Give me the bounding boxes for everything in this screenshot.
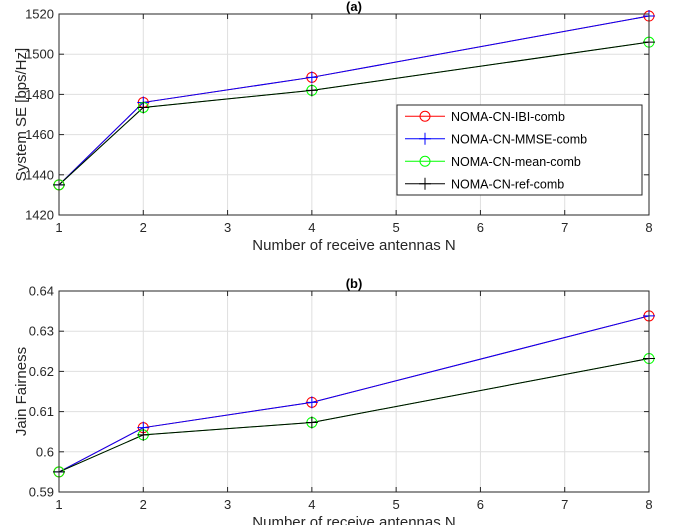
data-point bbox=[305, 84, 318, 97]
y-tick-label: 0.64 bbox=[29, 284, 54, 299]
legend-marker bbox=[419, 155, 431, 167]
x-tick-label: 6 bbox=[477, 220, 484, 235]
y-axis-label: Jain Fairness bbox=[13, 347, 30, 436]
y-tick-label: 0.6 bbox=[36, 444, 54, 459]
y-tick-label: 1480 bbox=[25, 87, 54, 102]
legend-label: NOMA-CN-IBI-comb bbox=[451, 110, 565, 124]
y-tick-label: 0.63 bbox=[29, 324, 54, 339]
x-tick-label: 5 bbox=[393, 497, 400, 512]
legend-marker bbox=[419, 132, 431, 145]
y-axis-label: System SE [bps/Hz] bbox=[13, 48, 30, 181]
series-line-1 bbox=[58, 315, 650, 473]
x-tick-label: 2 bbox=[140, 497, 147, 512]
x-tick-label: 2 bbox=[140, 220, 147, 235]
x-tick-label: 4 bbox=[308, 220, 315, 235]
data-point bbox=[137, 428, 150, 441]
data-point bbox=[305, 396, 318, 409]
legend-marker bbox=[419, 177, 431, 190]
x-axis-label: Number of receive antennas N bbox=[252, 514, 455, 525]
x-tick-label: 6 bbox=[477, 497, 484, 512]
chart-title: (a) bbox=[346, 0, 362, 14]
legend-item: NOMA-CN-ref-comb bbox=[405, 177, 564, 191]
y-tick-label: 0.61 bbox=[29, 404, 54, 419]
y-tick-label: 1460 bbox=[25, 127, 54, 142]
series-line-1 bbox=[58, 15, 650, 186]
data-point bbox=[305, 416, 318, 429]
x-tick-label: 8 bbox=[645, 220, 652, 235]
legend-label: NOMA-CN-ref-comb bbox=[451, 177, 564, 191]
legend-item: NOMA-CN-mean-comb bbox=[405, 155, 581, 169]
data-point bbox=[305, 71, 318, 84]
chart-b: 1 2 3 4 5 6 7 8 0.59 0.6 0.61 0.62 0.63 0.64 (b) Number… bbox=[13, 276, 655, 525]
legend-label: NOMA-CN-MMSE-comb bbox=[451, 132, 587, 146]
legend: NOMA-CN-IBI-comb NOMA-CN-MMSE-comb NOMA-CN… bbox=[396, 104, 643, 196]
x-tick-label: 3 bbox=[224, 497, 231, 512]
y-tick-label: 0.62 bbox=[29, 364, 54, 379]
legend-item: NOMA-CN-IBI-comb bbox=[405, 110, 565, 124]
x-tick-label: 3 bbox=[224, 220, 231, 235]
x-tick-label: 5 bbox=[393, 220, 400, 235]
legend-marker bbox=[419, 110, 431, 122]
x-tick-label: 8 bbox=[645, 497, 652, 512]
x-tick-label: 7 bbox=[561, 220, 568, 235]
series-line-3 bbox=[58, 41, 650, 186]
legend-box bbox=[396, 104, 643, 196]
x-tick-label: 7 bbox=[561, 497, 568, 512]
x-axis-label: Number of receive antennas N bbox=[252, 237, 455, 254]
axes-box bbox=[58, 13, 650, 216]
x-tick-label: 4 bbox=[308, 497, 315, 512]
y-tick-label: 0.59 bbox=[29, 485, 54, 500]
data-point bbox=[137, 101, 150, 114]
x-tick-label: 1 bbox=[55, 220, 62, 235]
chart-title: (b) bbox=[346, 276, 363, 291]
y-tick-label: 1440 bbox=[25, 167, 54, 182]
y-tick-label: 1500 bbox=[25, 47, 54, 62]
series-line-3 bbox=[58, 358, 650, 473]
axes-box bbox=[58, 290, 650, 493]
y-tick-label: 1520 bbox=[25, 7, 54, 22]
y-tick-label: 1420 bbox=[25, 208, 54, 223]
chart-a: 1 2 3 4 5 6 7 8 1420 1440 1460 1480 1500 1520 (a) Numbe… bbox=[13, 0, 655, 254]
legend-item: NOMA-CN-MMSE-comb bbox=[405, 132, 587, 146]
x-tick-label: 1 bbox=[55, 497, 62, 512]
legend-label: NOMA-CN-mean-comb bbox=[451, 155, 581, 169]
